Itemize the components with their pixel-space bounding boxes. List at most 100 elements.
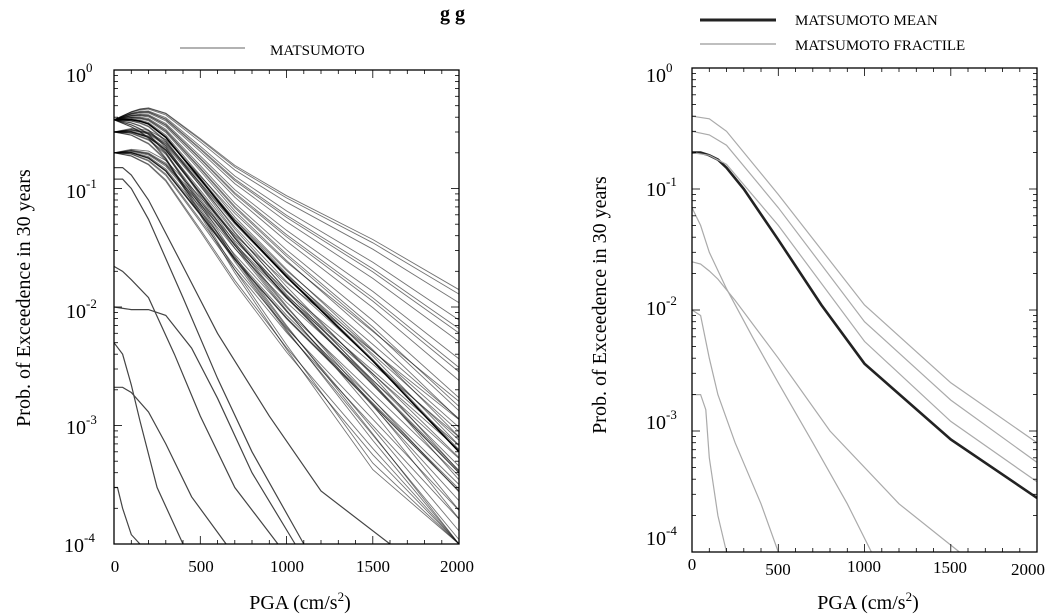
chart-right-y-tick-0: 10 0 [646,60,673,87]
svg-text:10: 10 [646,65,666,87]
chart-left-series-line-0-bundle-10 [113,116,460,399]
chart-left-series-line-2-bundle-2 [113,152,460,490]
chart-right-legend-label-mean: MATSUMOTO MEAN [795,13,938,29]
svg-text:10: 10 [646,298,666,320]
chart-left-series-line-2-bundle-4 [113,151,460,477]
svg-text:-2: -2 [666,293,677,308]
chart-right-x-tick-1: 500 [765,560,791,579]
chart-left-series-line-0-bundle-8 [113,117,460,412]
chart-left-y-tick-0: 10 0 [66,60,93,87]
svg-text:10: 10 [66,301,86,323]
chart-right-y-tick-1: 10 -1 [646,174,677,201]
chart-left-series-line-1-bundle-3 [113,131,460,493]
chart-right-x-tick-3: 1500 [933,558,967,577]
chart-left-series-line-0-bundle-17 [113,112,460,342]
svg-text:10: 10 [646,179,666,201]
chart-left-series-line-2-bundle-12 [113,152,460,545]
chart-left-series-line-2-bundle-9 [113,152,460,545]
svg-text:10: 10 [646,528,666,550]
svg-text:10: 10 [66,65,86,87]
svg-text:0: 0 [666,60,673,75]
chart-right-y-tick-3: 10 -3 [646,407,677,434]
chart-left-y-tick-4: 10 -4 [64,530,95,557]
header-fragment: g g [440,3,465,25]
chart-left-series-line-0-bundle-24 [113,119,460,545]
chart-left-x-tick-1: 500 [188,557,214,576]
chart-left-series-line-9 [113,342,184,545]
chart-left-y-tick-3: 10 -3 [66,412,97,439]
chart-left-legend-label: MATSUMOTO [270,43,365,59]
chart-left-series-line-2-bundle-6 [113,152,460,520]
svg-text:0: 0 [86,60,93,75]
chart-right: MATSUMOTO MEAN MATSUMOTO FRACTILE 10 0 1… [589,13,1045,614]
chart-left-series-line-0-bundle-20 [113,111,460,334]
chart-left-y-tick-1: 10 -1 [66,176,97,203]
chart-left-series-line-0-bundle-23 [113,108,460,304]
chart-right-series-line-2 [691,130,1038,463]
chart-left-series-line-0-bundle-11 [113,115,460,381]
chart-right-y-tick-4: 10 -4 [646,523,677,550]
svg-text:-4: -4 [666,523,677,538]
chart-right-frame [691,67,1038,553]
chart-left-series-line-2-bundle-5 [113,150,460,459]
chart-left-series-line-1-bundle-5 [113,129,460,441]
chart-left-series-line-0-bundle-3 [113,119,460,472]
chart-left-series-line-2-bundle-8 [113,150,460,451]
chart-left-x-tick-4: 2000 [440,557,474,576]
chart-right-x-tick-0: 0 [688,555,697,574]
svg-text:10: 10 [646,412,666,434]
chart-right-y-axis-title: Prob. of Exceedence in 30 years [589,176,611,434]
chart-right-series-line-3 [691,152,1038,483]
chart-left-curves [113,107,460,545]
chart-left-series-line-0-bundle-5 [113,117,460,420]
chart-left-series-line-1-bundle-6 [113,131,460,502]
chart-left-series-line-5 [113,265,279,545]
svg-text:-1: -1 [86,176,97,191]
chart-left-series-line-0-bundle-18 [113,119,460,545]
chart-right-y-tick-2: 10 -2 [646,293,677,320]
chart-left: MATSUMOTO 10 0 10 -1 10 -2 10 -3 10 -4 0… [13,43,474,614]
chart-left-series-line-1-bundle-10 [113,128,460,420]
chart-left-y-axis-title: Prob. of Exceedence in 30 years [13,169,35,427]
chart-left-x-tick-2: 1000 [270,557,304,576]
svg-text:-3: -3 [86,412,97,427]
svg-text:-1: -1 [666,174,677,189]
chart-left-series-line-0-bundle-16 [113,113,460,360]
chart-right-series-line-6 [691,309,779,553]
chart-left-series-line-0-bundle-9 [113,119,460,511]
chart-left-series-line-7 [114,386,227,545]
chart-left-series-line-0-bundle-22 [113,110,460,321]
chart-left-series-line-1-bundle-11 [113,127,460,402]
chart-left-series-line-0-bundle-26 [113,107,460,295]
chart-left-y-tick-2: 10 -2 [66,296,97,323]
chart-left-series-line-2-bundle-10 [113,149,460,438]
chart-left-series-line-6 [113,306,296,545]
chart-right-legend-label-fractile: MATSUMOTO FRACTILE [795,38,965,54]
chart-right-series-line-1 [691,115,1038,444]
svg-text:10: 10 [64,535,84,557]
chart-left-series-line-4 [114,178,305,545]
chart-left-x-tick-0: 0 [111,557,120,576]
svg-text:10: 10 [66,181,86,203]
chart-right-series-line-7 [692,394,728,553]
chart-left-x-axis-title: PGA (cm/s2) [249,589,351,614]
chart-left-series-line-2-bundle-11 [113,148,460,421]
svg-text:-3: -3 [666,407,677,422]
chart-left-series-line-8 [114,486,141,545]
chart-left-series-line-0-bundle-4 [113,118,460,438]
chart-left-series-line-2-bundle-3 [113,152,460,511]
chart-left-x-tick-3: 1500 [356,557,390,576]
chart-left-series-line-0-bundle-14 [113,114,460,373]
chart-right-x-tick-4: 2000 [1011,560,1045,579]
chart-right-series-line-5 [691,261,960,553]
svg-text:10: 10 [66,417,86,439]
chart-right-x-axis-title: PGA (cm/s2) [817,589,919,614]
chart-left-ticks [113,70,460,545]
chart-right-ticks [691,68,1038,553]
chart-right-curves [691,115,1038,553]
svg-text:-4: -4 [84,530,95,545]
chart-right-series-line-4 [691,207,872,553]
chart-left-series-line-3 [114,167,391,545]
svg-text:-2: -2 [86,296,97,311]
